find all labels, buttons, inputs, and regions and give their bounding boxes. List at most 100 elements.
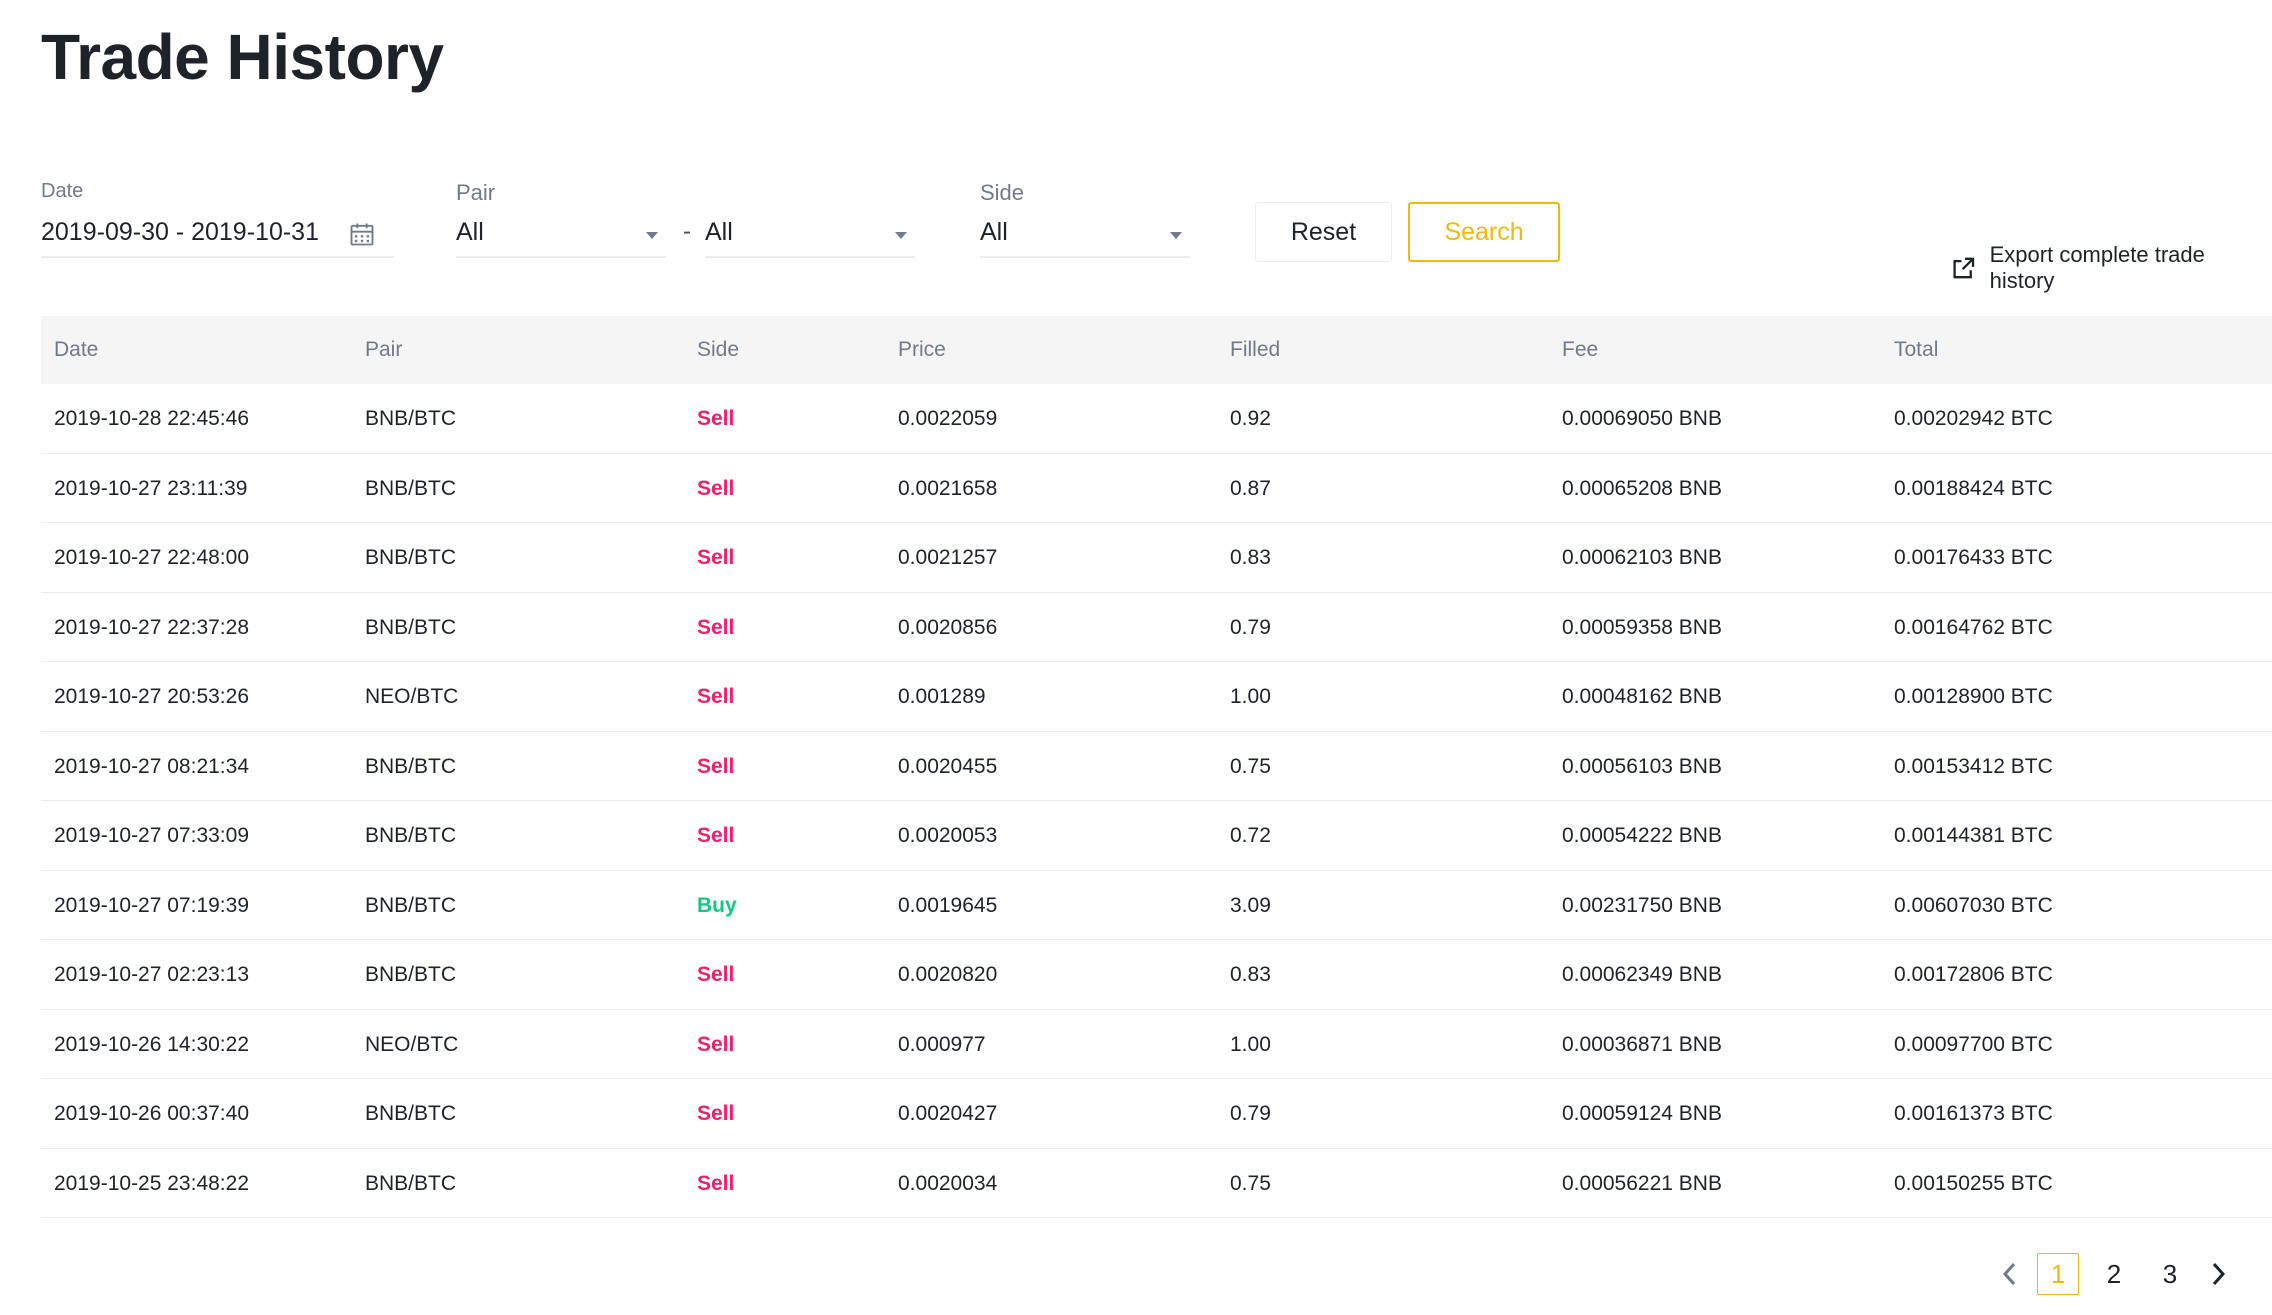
cell-side: Sell <box>697 1102 735 1125</box>
table-row: 2019-10-27 07:33:09 BNB/BTC Sell 0.0020053 0… <box>41 801 2272 871</box>
header-total: Total <box>1894 338 1939 361</box>
cell-pair: BNB/BTC <box>365 963 457 986</box>
cell-date: 2019-10-27 07:19:39 <box>54 893 249 917</box>
prev-page-button[interactable] <box>1990 1254 2030 1294</box>
table-row: 2019-10-27 07:19:39 BNB/BTC Buy 0.0019645 3.… <box>41 871 2272 940</box>
table-row: 2019-10-26 14:30:22 NEO/BTC Sell 0.000977 1.… <box>41 1010 2272 1079</box>
table-row: 2019-10-27 22:37:28 BNB/BTC Sell 0.0020856 0… <box>41 593 2272 662</box>
cell-filled: 3.09 <box>1230 893 1271 917</box>
cell-side: Sell <box>697 824 735 847</box>
page-2-button[interactable]: 2 <box>2106 1258 2122 1289</box>
header-price: Price <box>898 338 946 361</box>
cell-total: 0.00153412 BTC <box>1894 754 2053 778</box>
cell-pair: BNB/BTC <box>365 824 457 847</box>
date-filter-label: Date <box>41 180 84 202</box>
cell-total: 0.00607030 BTC <box>1894 893 2053 917</box>
side-select[interactable]: All <box>980 208 1190 258</box>
cell-date: 2019-10-27 02:23:13 <box>54 963 249 986</box>
header-filled: Filled <box>1230 338 1281 361</box>
cell-total: 0.00172806 BTC <box>1894 963 2053 986</box>
cell-price: 0.0020820 <box>898 963 998 986</box>
cell-total: 0.00202942 BTC <box>1894 407 2053 430</box>
cell-side: Sell <box>697 754 735 778</box>
cell-filled: 0.79 <box>1230 615 1271 639</box>
chevron-down-icon <box>1170 232 1182 239</box>
cell-filled: 1.00 <box>1230 685 1271 708</box>
table-body: 2019-10-28 22:45:46 BNB/BTC Sell 0.0022059 0… <box>41 384 2272 1218</box>
reset-button[interactable]: Reset <box>1255 202 1392 262</box>
cell-price: 0.001289 <box>898 685 986 708</box>
cell-total: 0.00150255 BTC <box>1894 1171 2053 1195</box>
cell-fee: 0.00069050 BNB <box>1562 407 1722 430</box>
pair-separator: - <box>683 218 691 245</box>
export-trade-history-link[interactable]: Export complete trade history <box>1950 242 2272 294</box>
cell-pair: NEO/BTC <box>365 1032 459 1056</box>
pair-base-value: All <box>456 217 484 246</box>
cell-filled: 0.83 <box>1230 963 1271 986</box>
chevron-down-icon <box>895 232 907 239</box>
pair-quote-value: All <box>705 217 733 246</box>
cell-pair: BNB/BTC <box>365 754 457 778</box>
cell-pair: NEO/BTC <box>365 685 459 708</box>
next-page-button[interactable] <box>2198 1254 2238 1294</box>
cell-date: 2019-10-27 07:33:09 <box>54 824 249 847</box>
cell-date: 2019-10-26 14:30:22 <box>54 1032 249 1056</box>
pair-base-select[interactable]: All <box>456 208 666 258</box>
cell-price: 0.000977 <box>898 1032 986 1056</box>
cell-side: Sell <box>697 407 735 430</box>
cell-fee: 0.00054222 BNB <box>1562 824 1722 847</box>
export-icon <box>1953 257 1975 279</box>
cell-fee: 0.00231750 BNB <box>1562 893 1722 917</box>
trade-history-table: Date Pair Side Price Filled Fee Total 20… <box>41 316 2272 1218</box>
cell-side: Sell <box>697 963 735 986</box>
cell-date: 2019-10-26 00:37:40 <box>54 1102 249 1125</box>
side-filter: Side <box>980 180 1024 206</box>
cell-total: 0.00176433 BTC <box>1894 546 2053 569</box>
cell-pair: BNB/BTC <box>365 407 457 430</box>
cell-side: Sell <box>697 1171 735 1195</box>
chevron-left-icon <box>2002 1262 2016 1286</box>
pair-quote-select[interactable]: All <box>705 208 915 258</box>
cell-filled: 0.72 <box>1230 824 1271 847</box>
cell-filled: 0.83 <box>1230 546 1271 569</box>
date-filter: Date <box>41 180 83 203</box>
cell-pair: BNB/BTC <box>365 893 457 917</box>
cell-filled: 0.75 <box>1230 754 1271 778</box>
cell-date: 2019-10-27 23:11:39 <box>54 476 248 500</box>
header-date: Date <box>54 338 99 361</box>
cell-price: 0.0021257 <box>898 546 998 569</box>
calendar-icon[interactable] <box>348 220 376 248</box>
header-fee: Fee <box>1562 338 1599 361</box>
cell-price: 0.0020427 <box>898 1102 998 1125</box>
cell-price: 0.0019645 <box>898 893 998 917</box>
cell-fee: 0.00059124 BNB <box>1562 1102 1722 1125</box>
date-range-input[interactable]: 2019-09-30 - 2019-10-31 <box>41 208 394 258</box>
cell-price: 0.0022059 <box>898 407 998 430</box>
cell-pair: BNB/BTC <box>365 615 457 639</box>
cell-fee: 0.00065208 BNB <box>1562 476 1722 500</box>
cell-filled: 1.00 <box>1230 1032 1271 1056</box>
search-button[interactable]: Search <box>1408 202 1560 262</box>
cell-filled: 0.87 <box>1230 476 1271 500</box>
page-3-button[interactable]: 3 <box>2162 1258 2178 1289</box>
page-1-button[interactable]: 1 <box>2037 1253 2079 1295</box>
cell-price: 0.0020034 <box>898 1171 998 1195</box>
table-row: 2019-10-26 00:37:40 BNB/BTC Sell 0.0020427 0… <box>41 1079 2272 1149</box>
cell-fee: 0.00048162 BNB <box>1562 685 1722 708</box>
cell-fee: 0.00036871 BNB <box>1562 1032 1722 1056</box>
table-header: Date Pair Side Price Filled Fee Total <box>41 316 2272 384</box>
table-row: 2019-10-27 22:48:00 BNB/BTC Sell 0.0021257 0… <box>41 523 2272 593</box>
cell-pair: BNB/BTC <box>365 1102 457 1125</box>
cell-price: 0.0020455 <box>898 754 998 778</box>
cell-fee: 0.00056221 BNB <box>1562 1171 1722 1195</box>
cell-date: 2019-10-25 23:48:22 <box>54 1171 249 1195</box>
date-range-value: 2019-09-30 - 2019-10-31 <box>41 217 319 246</box>
table-row: 2019-10-27 20:53:26 NEO/BTC Sell 0.001289 1.… <box>41 662 2272 732</box>
pair-filter-label: Pair <box>456 180 496 205</box>
table-row: 2019-10-27 08:21:34 BNB/BTC Sell 0.0020455 0… <box>41 732 2272 801</box>
cell-fee: 0.00059358 BNB <box>1562 615 1722 639</box>
cell-side: Sell <box>697 1032 735 1056</box>
